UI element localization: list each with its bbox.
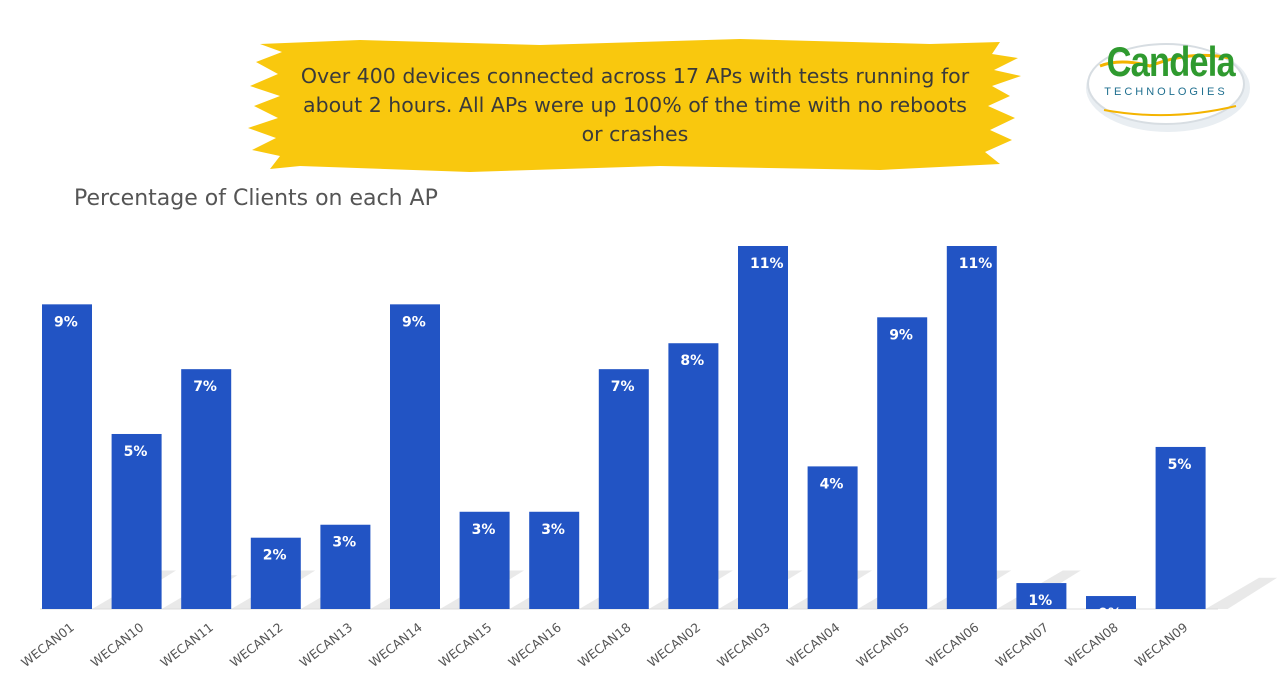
data-label: 2%: [263, 548, 287, 564]
category-tick-label: WECAN09: [1132, 620, 1191, 671]
bars-group: 9% 5% 7% 2% 3% 9% 3% 3% 7% 8% 11% 4% 9% 11% 1% 0% 5%: [42, 246, 1206, 622]
x-axis-labels: WECAN01 WECAN10 WECAN11 WECAN12 WECAN13 WECAN…: [18, 620, 1190, 671]
bar-wecan14: [390, 304, 440, 609]
bar-wecan03: [738, 246, 788, 609]
bar-wecan04: [807, 466, 858, 609]
bar-wecan13: [320, 524, 371, 609]
category-tick-label: WECAN11: [157, 620, 216, 670]
category-tick-label: WECAN12: [227, 620, 286, 670]
data-label: 4%: [820, 476, 844, 492]
candela-logo: Candela TECHNOLOGIES: [1080, 30, 1252, 140]
logo-tagline: TECHNOLOGIES: [1104, 86, 1228, 98]
data-label: 1%: [1028, 593, 1052, 609]
category-tick-label: WECAN14: [366, 620, 425, 671]
data-label: 3%: [332, 535, 356, 551]
bar-wecan12: [250, 537, 301, 609]
category-tick-label: WECAN18: [575, 620, 634, 671]
headline-banner: Over 400 devices connected across 17 APs…: [240, 36, 1030, 174]
data-label: 8%: [680, 353, 704, 369]
category-tick-label: WECAN08: [1062, 620, 1121, 671]
category-tick-label: WECAN06: [923, 620, 982, 671]
bar-wecan16: [529, 511, 580, 609]
data-label: 9%: [402, 314, 426, 330]
headline-text: Over 400 devices connected across 17 APs…: [300, 64, 970, 146]
bar-wecan05: [877, 317, 928, 609]
bar-wecan11: [181, 369, 232, 609]
data-label: 3%: [541, 522, 565, 538]
category-tick-label: WECAN03: [714, 620, 773, 670]
bar-wecan15: [459, 511, 510, 609]
category-tick-label: WECAN15: [436, 620, 495, 670]
bar-shadow: [1205, 577, 1278, 609]
category-tick-label: WECAN01: [18, 620, 77, 670]
data-label: 9%: [54, 314, 78, 330]
data-label: 11%: [959, 256, 993, 272]
category-tick-label: WECAN04: [784, 620, 843, 671]
bar-wecan18: [598, 369, 649, 609]
category-tick-label: WECAN13: [297, 620, 356, 670]
category-tick-label: WECAN16: [505, 620, 564, 671]
category-tick-label: WECAN05: [853, 620, 912, 670]
category-tick-label: WECAN07: [993, 620, 1052, 670]
bar-wecan09: [1155, 446, 1206, 609]
data-label: 9%: [889, 327, 913, 343]
data-label: 3%: [472, 522, 496, 538]
logo-wordmark: Candela: [1106, 38, 1236, 85]
data-label: 11%: [750, 256, 784, 272]
bar-wecan02: [668, 343, 719, 609]
category-tick-label: WECAN02: [645, 620, 704, 670]
data-label: 5%: [124, 444, 148, 460]
data-label: 0%: [1098, 606, 1122, 622]
paint-brush-stroke-background: [248, 39, 1021, 172]
data-label: 7%: [611, 379, 635, 395]
bar-wecan06: [946, 246, 997, 609]
data-label: 7%: [193, 379, 217, 395]
chart-title: Percentage of Clients on each AP: [74, 186, 438, 211]
bar-wecan07: [1016, 583, 1067, 609]
bar-wecan01: [42, 304, 92, 609]
bar-wecan10: [111, 433, 162, 609]
data-label: 5%: [1168, 457, 1192, 473]
bar-wecan08: [1086, 596, 1136, 609]
category-tick-label: WECAN10: [88, 620, 147, 671]
